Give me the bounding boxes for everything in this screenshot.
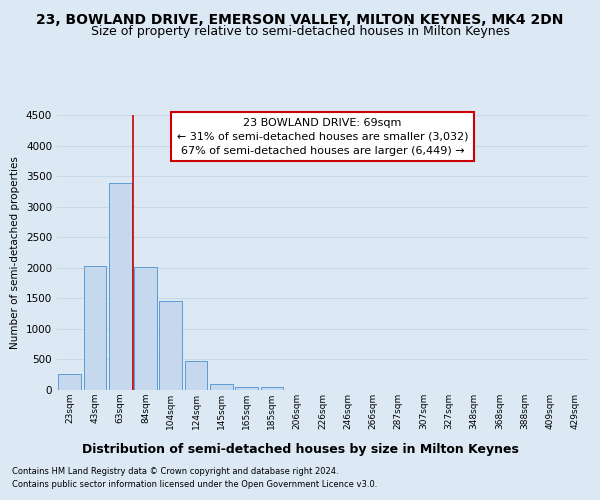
Bar (83, 266, 106, 390)
Bar (235, 386, 258, 390)
Bar (109, 184, 131, 390)
Bar (210, 384, 233, 390)
Text: Distribution of semi-detached houses by size in Milton Keynes: Distribution of semi-detached houses by … (82, 442, 518, 456)
Bar (134, 267, 157, 390)
Text: Contains HM Land Registry data © Crown copyright and database right 2024.: Contains HM Land Registry data © Crown c… (12, 467, 338, 476)
Text: 23, BOWLAND DRIVE, EMERSON VALLEY, MILTON KEYNES, MK4 2DN: 23, BOWLAND DRIVE, EMERSON VALLEY, MILTO… (37, 12, 563, 26)
Text: Size of property relative to semi-detached houses in Milton Keynes: Size of property relative to semi-detach… (91, 25, 509, 38)
Bar (185, 360, 208, 390)
Text: 23 BOWLAND DRIVE: 69sqm
← 31% of semi-detached houses are smaller (3,032)
67% of: 23 BOWLAND DRIVE: 69sqm ← 31% of semi-de… (177, 118, 468, 156)
Text: Contains public sector information licensed under the Open Government Licence v3: Contains public sector information licen… (12, 480, 377, 489)
Y-axis label: Number of semi-detached properties: Number of semi-detached properties (10, 156, 20, 349)
Bar (260, 387, 283, 390)
Bar (58, 374, 81, 390)
Bar (160, 301, 182, 390)
